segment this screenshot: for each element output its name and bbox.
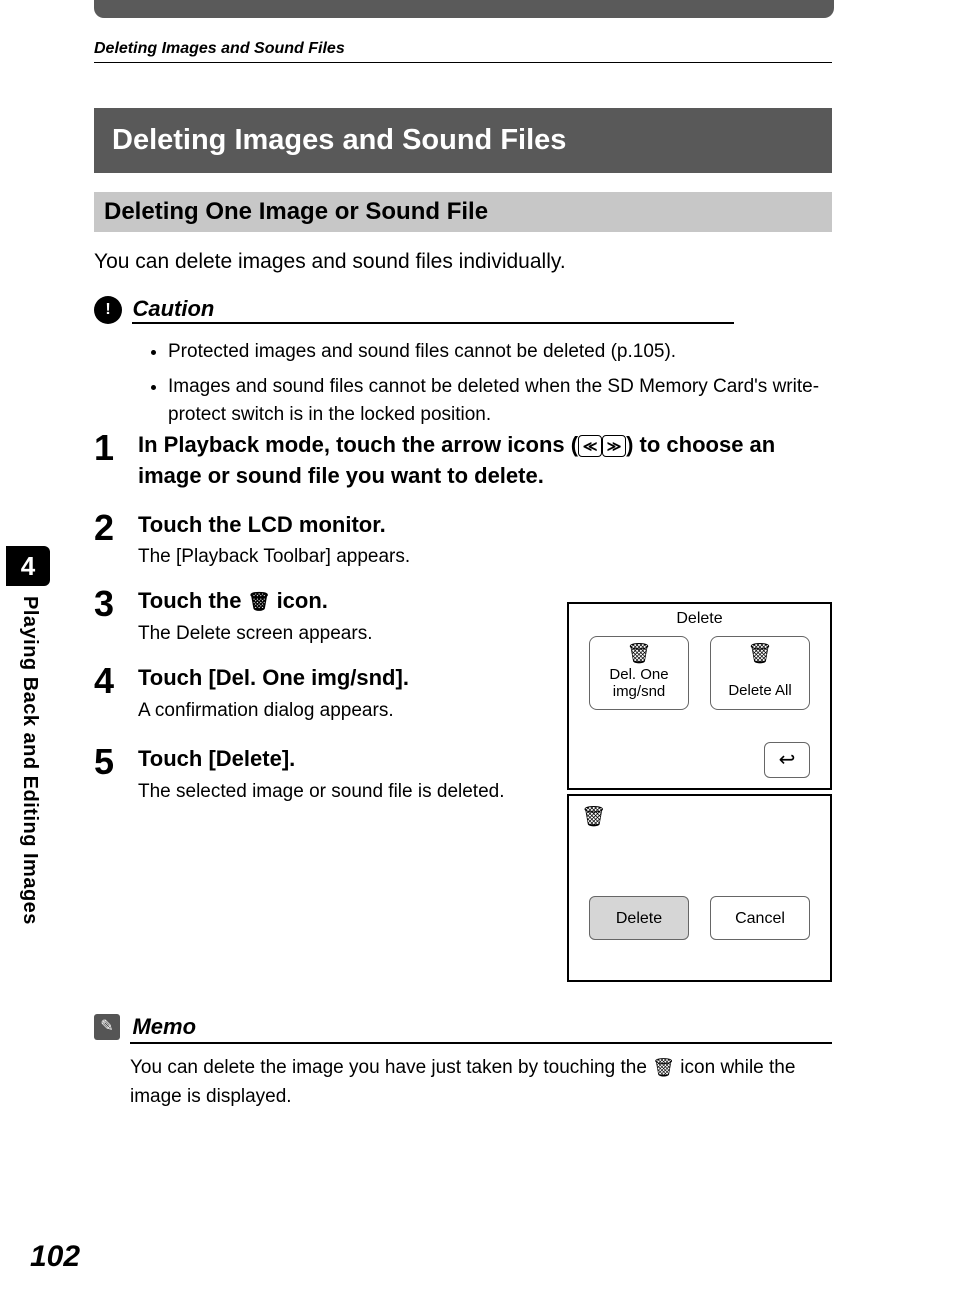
arrow-right-icon: ≫ [602, 435, 626, 457]
step-heading: Touch [Delete]. [138, 744, 558, 775]
back-button[interactable]: ↩ [764, 742, 810, 778]
running-header: Deleting Images and Sound Files [94, 40, 345, 58]
trash-icon: 🗑 [248, 592, 271, 612]
caution-item: Protected images and sound files cannot … [168, 338, 832, 367]
top-bar [94, 0, 834, 18]
caution-block: ! Caution Protected images and sound fil… [94, 296, 832, 436]
memo-rule [130, 1042, 832, 1044]
opt-label: Delete All [711, 683, 809, 700]
caution-icon: ! [94, 296, 122, 324]
intro-text: You can delete images and sound files in… [94, 250, 566, 274]
step-heading: Touch [Del. One img/snd]. [138, 663, 558, 694]
side-tab: 4 Playing Back and Editing Images [0, 546, 56, 966]
trash-one-icon: 🗑 [590, 641, 688, 666]
trash-icon: 🗑 [581, 804, 606, 829]
memo-label: Memo [132, 1014, 196, 1040]
step-heading: Touch the 🗑 icon. [138, 586, 558, 617]
memo-block: ✎ Memo You can delete the image you have… [94, 1014, 832, 1111]
memo-text: You can delete the image you have just t… [130, 1054, 832, 1111]
arrow-left-icon: ≪ [578, 435, 602, 457]
delete-screen: Delete 🗑 Del. One img/snd 🗑 Delete All ↩ [567, 602, 832, 790]
page-number: 102 [30, 1240, 80, 1274]
delete-all-button[interactable]: 🗑 Delete All [710, 636, 810, 710]
step-number: 3 [94, 586, 138, 645]
caution-label: Caution [132, 296, 734, 324]
header-rule [94, 62, 832, 63]
back-icon: ↩ [779, 749, 796, 771]
step-head-pre: Touch the [138, 588, 248, 613]
trash-icon: 🗑 [652, 1057, 675, 1077]
memo-icon: ✎ [94, 1014, 120, 1040]
delete-button[interactable]: Delete [589, 896, 689, 940]
chapter-number: 4 [6, 546, 50, 586]
memo-text-pre: You can delete the image you have just t… [130, 1057, 652, 1078]
step-desc: The [Playback Toolbar] appears. [138, 546, 832, 568]
del-one-button[interactable]: 🗑 Del. One img/snd [589, 636, 689, 710]
step-number: 4 [94, 663, 138, 722]
confirm-screen: 🗑 Delete Cancel [567, 794, 832, 982]
screen-illustrations: Delete 🗑 Del. One img/snd 🗑 Delete All ↩… [567, 602, 832, 986]
trash-all-icon: 🗑 [711, 643, 809, 665]
step: 2 Touch the LCD monitor. The [Playback T… [94, 510, 832, 569]
opt-label: img/snd [613, 683, 666, 700]
step: 1 In Playback mode, touch the arrow icon… [94, 430, 832, 492]
main-title: Deleting Images and Sound Files [94, 108, 832, 173]
step-head-pre: In Playback mode, touch the arrow icons … [138, 432, 578, 457]
screen-title: Delete [569, 610, 830, 628]
step-number: 1 [94, 430, 138, 492]
step-desc: A confirmation dialog appears. [138, 700, 558, 722]
sub-title: Deleting One Image or Sound File [94, 192, 832, 232]
chapter-label: Playing Back and Editing Images [18, 596, 41, 925]
caution-list: Protected images and sound files cannot … [150, 338, 832, 430]
step-number: 2 [94, 510, 138, 569]
step-head-post: icon. [270, 588, 327, 613]
step-desc: The selected image or sound file is dele… [138, 781, 558, 803]
cancel-button[interactable]: Cancel [710, 896, 810, 940]
caution-item: Images and sound files cannot be deleted… [168, 373, 832, 430]
step-heading: In Playback mode, touch the arrow icons … [138, 430, 832, 492]
step-number: 5 [94, 744, 138, 803]
opt-label: Del. One [609, 666, 668, 683]
step-heading: Touch the LCD monitor. [138, 510, 832, 541]
step-desc: The Delete screen appears. [138, 623, 558, 645]
